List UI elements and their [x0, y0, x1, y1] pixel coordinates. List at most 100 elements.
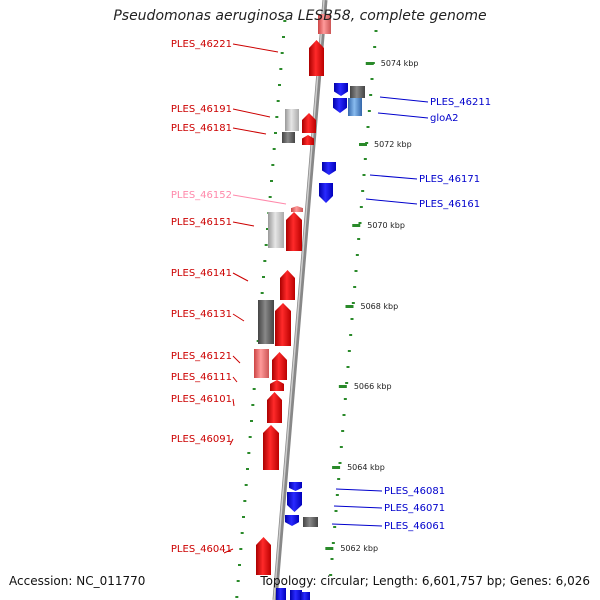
gene-feature-plus — [270, 380, 284, 391]
tick-mark-left — [260, 292, 264, 294]
tick-mark-right — [331, 542, 335, 544]
tick-mark-left — [264, 244, 268, 246]
major-tick — [332, 466, 341, 469]
gene-feature-plus — [256, 537, 271, 575]
tick-mark-right — [369, 94, 373, 96]
tick-mark-right — [374, 30, 378, 32]
gene-label-minus-strand: PLES_46081 — [384, 486, 445, 497]
gene-label-minus-strand: gloA2 — [430, 113, 458, 124]
tick-mark-left — [279, 68, 283, 70]
label-leader-line — [232, 398, 235, 407]
tick-mark-left — [278, 84, 281, 86]
tick-mark-right — [334, 510, 338, 512]
genome-backbone-layer — [272, 0, 328, 600]
gene-label-plus-strand: PLES_46151 — [171, 217, 232, 228]
tick-mark-right — [355, 254, 359, 256]
tick-mark-right — [373, 46, 377, 48]
gene-feature-plus — [275, 303, 291, 346]
gene-feature-grey — [350, 86, 365, 98]
tick-mark-right — [351, 302, 355, 304]
gene-feature-minus — [300, 592, 310, 600]
tick-mark-right — [362, 174, 366, 176]
gene-feature-plus — [318, 14, 331, 34]
kbp-scale-label: 5072 kbp — [374, 140, 412, 149]
label-leader-line — [232, 376, 238, 383]
tick-mark-right — [333, 526, 337, 528]
tick-mark-left — [236, 580, 240, 582]
tick-mark-right — [354, 270, 358, 272]
label-leader-line — [379, 96, 429, 103]
gene-feature-plus — [267, 392, 282, 423]
tick-mark-right — [357, 238, 361, 240]
gene-feature-minus — [322, 162, 336, 175]
label-leader-line — [377, 112, 429, 119]
tick-mark-left — [248, 436, 252, 438]
kbp-scale-label: 5070 kbp — [367, 221, 405, 230]
gene-label-plus-strand: PLES_46191 — [171, 104, 232, 115]
tick-mark-left — [274, 132, 277, 134]
tick-mark-right — [347, 350, 351, 352]
label-leader-line — [232, 43, 279, 53]
tick-mark-right — [366, 126, 370, 128]
tick-mark-left — [239, 548, 243, 550]
gene-label-minus-strand: PLES_46211 — [430, 97, 491, 108]
gene-feature-grey — [303, 517, 318, 527]
major-tick — [325, 547, 334, 550]
tick-mark-right — [345, 382, 349, 384]
label-leader-line — [229, 438, 234, 446]
major-tick — [359, 143, 367, 146]
gene-label-plus-strand: PLES_46041 — [171, 544, 232, 555]
label-leader-line — [331, 523, 383, 527]
major-tick — [345, 305, 354, 308]
tick-mark-right — [343, 398, 347, 400]
genome-backbone — [272, 0, 328, 600]
gene-feature-grey — [258, 300, 274, 344]
tick-mark-right — [337, 478, 341, 480]
major-tick — [338, 385, 347, 388]
tick-mark-right — [353, 286, 357, 288]
tick-mark-right — [338, 462, 342, 464]
gene-feature-grey — [282, 132, 295, 143]
gene-feature-plus — [309, 40, 324, 76]
tick-mark-right — [361, 190, 365, 192]
label-leader-lines-layer — [223, 43, 429, 554]
gene-label-plus-strand: PLES_46181 — [171, 123, 232, 134]
tick-mark-left — [266, 228, 269, 230]
label-leader-line — [335, 488, 383, 492]
tick-mark-right — [339, 446, 343, 448]
label-leader-line — [369, 174, 418, 180]
gene-feature-pseudo — [291, 206, 303, 212]
tick-mark-left — [276, 100, 280, 102]
gene-label-plus-strand: PLES_46111 — [171, 372, 232, 383]
gene-feature-minus — [290, 590, 302, 600]
label-leader-line — [232, 221, 255, 227]
tick-mark-left — [243, 500, 247, 502]
major-tick — [365, 62, 374, 65]
tick-mark-right — [363, 158, 367, 160]
label-leader-line — [232, 313, 245, 322]
gene-feature-grey — [285, 109, 299, 131]
gene-feature-plus — [280, 270, 295, 300]
tick-mark-left — [242, 516, 245, 518]
tick-mark-right — [358, 222, 362, 224]
label-leader-line — [232, 355, 241, 364]
gene-feature-minus — [334, 83, 348, 96]
gene-feature-minus — [319, 183, 333, 203]
tick-mark-left — [246, 468, 249, 470]
label-leader-line — [232, 272, 249, 282]
tick-mark-left — [272, 148, 276, 150]
label-leader-line — [232, 108, 271, 118]
tick-mark-right — [342, 414, 346, 416]
tick-mark-left — [271, 164, 275, 166]
tick-mark-right — [367, 110, 371, 112]
tick-mark-left — [247, 452, 251, 454]
gene-feature-minus — [287, 492, 302, 512]
tick-mark-right — [329, 574, 333, 576]
map-title: Pseudomonas aeruginosa LESB58, complete … — [113, 8, 487, 24]
tick-mark-left — [283, 20, 287, 22]
label-leader-line — [223, 548, 234, 554]
gene-feature-plus — [286, 212, 302, 251]
tick-mark-right — [335, 494, 339, 496]
